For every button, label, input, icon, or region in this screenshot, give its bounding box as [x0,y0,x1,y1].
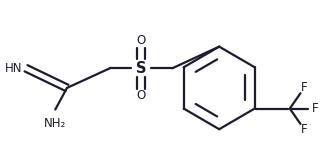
Text: NH₂: NH₂ [44,117,66,130]
Text: F: F [301,81,308,94]
Text: HN: HN [5,62,22,75]
Text: O: O [136,89,146,102]
Text: F: F [301,123,308,136]
Text: F: F [312,102,318,115]
Text: S: S [136,61,146,76]
Text: O: O [136,34,146,47]
